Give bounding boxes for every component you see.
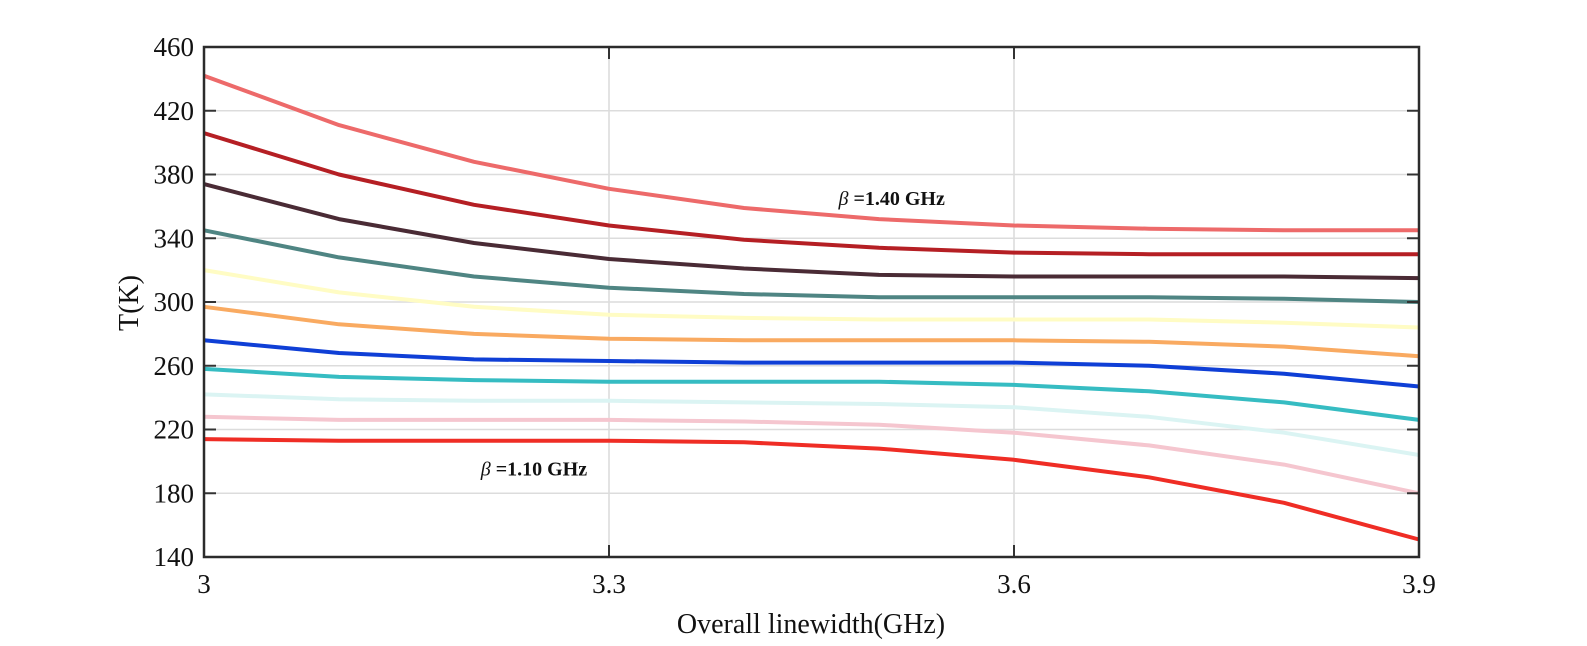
series-line-5 [203, 268, 1420, 330]
y-tick-label: 180 [154, 478, 195, 508]
beta-symbol: β [480, 459, 491, 481]
axes [202, 45, 1421, 559]
x-tick-label: 3 [197, 569, 211, 599]
y-tick-label: 340 [154, 223, 195, 253]
series-line-10 [203, 414, 1420, 496]
series-line-9 [203, 392, 1420, 457]
y-tick-label: 460 [154, 32, 195, 62]
series-line-1 [203, 73, 1419, 233]
y-tick-label: 300 [154, 287, 195, 317]
x-tick-label: 3.3 [592, 569, 626, 599]
annotation-1: β =1.40 GHz [838, 188, 945, 210]
y-tick-label: 420 [154, 96, 195, 126]
annotation-value: =1.10 GHz [491, 459, 588, 481]
beta-symbol: β [838, 188, 849, 210]
y-axis-label: T(K) [114, 275, 145, 331]
annotation-2: β =1.10 GHz [480, 459, 587, 481]
series-line-8 [203, 366, 1420, 422]
y-tick-label: 220 [154, 415, 195, 445]
x-tick-label: 3.9 [1402, 569, 1436, 599]
x-axis-label: Overall linewidth(GHz) [677, 609, 945, 640]
tick-labels: 140 180 220 260 300 340 380 420 460 3 3.3 3.6 3.9 [154, 32, 1436, 599]
annotation-value: =1.40 GHz [848, 188, 945, 210]
grid [203, 46, 1420, 558]
x-tick-label: 3.6 [997, 569, 1031, 599]
y-tick-label: 260 [154, 351, 195, 381]
series-line-2 [203, 131, 1419, 257]
series-line-4 [203, 228, 1420, 304]
series-line-6 [203, 304, 1420, 359]
series-line-11 [203, 437, 1420, 542]
series-line-3 [203, 182, 1420, 281]
series-line-7 [203, 338, 1420, 389]
y-tick-label: 140 [154, 542, 195, 572]
y-tick-label: 380 [154, 160, 195, 190]
plot-frame [202, 45, 1421, 559]
series-lines [203, 73, 1420, 542]
